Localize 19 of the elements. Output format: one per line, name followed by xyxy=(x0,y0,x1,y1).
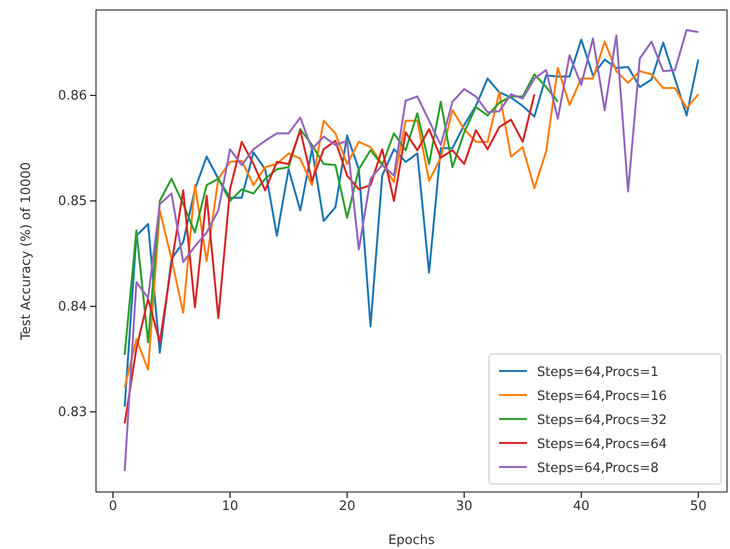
x-tick-label: 40 xyxy=(572,499,590,514)
y-tick-label: 0.86 xyxy=(58,88,87,104)
line-series xyxy=(124,93,536,424)
legend-label: Steps=64,Procs=1 xyxy=(537,365,659,380)
legend-label: Steps=64,Procs=32 xyxy=(537,413,667,428)
x-tick-label: 0 xyxy=(108,499,118,514)
line-series xyxy=(124,73,559,356)
legend-label: Steps=64,Procs=16 xyxy=(537,389,667,404)
y-tick-label: 0.83 xyxy=(58,405,87,420)
x-tick-label: 50 xyxy=(690,499,707,514)
y-axis-title: Test Accuracy (%) of 10000 xyxy=(19,162,34,341)
legend-label: Steps=64,Procs=64 xyxy=(537,437,667,452)
x-tick-label: 30 xyxy=(456,499,472,514)
y-tick-label: 0.84 xyxy=(58,300,87,315)
x-tick-label: 10 xyxy=(222,499,238,514)
x-axis-title: Epochs xyxy=(388,533,436,548)
y-tick-label: 0.85 xyxy=(58,194,87,210)
legend-label: Steps=64,Procs=8 xyxy=(537,461,659,476)
x-tick-label: 20 xyxy=(338,499,356,514)
